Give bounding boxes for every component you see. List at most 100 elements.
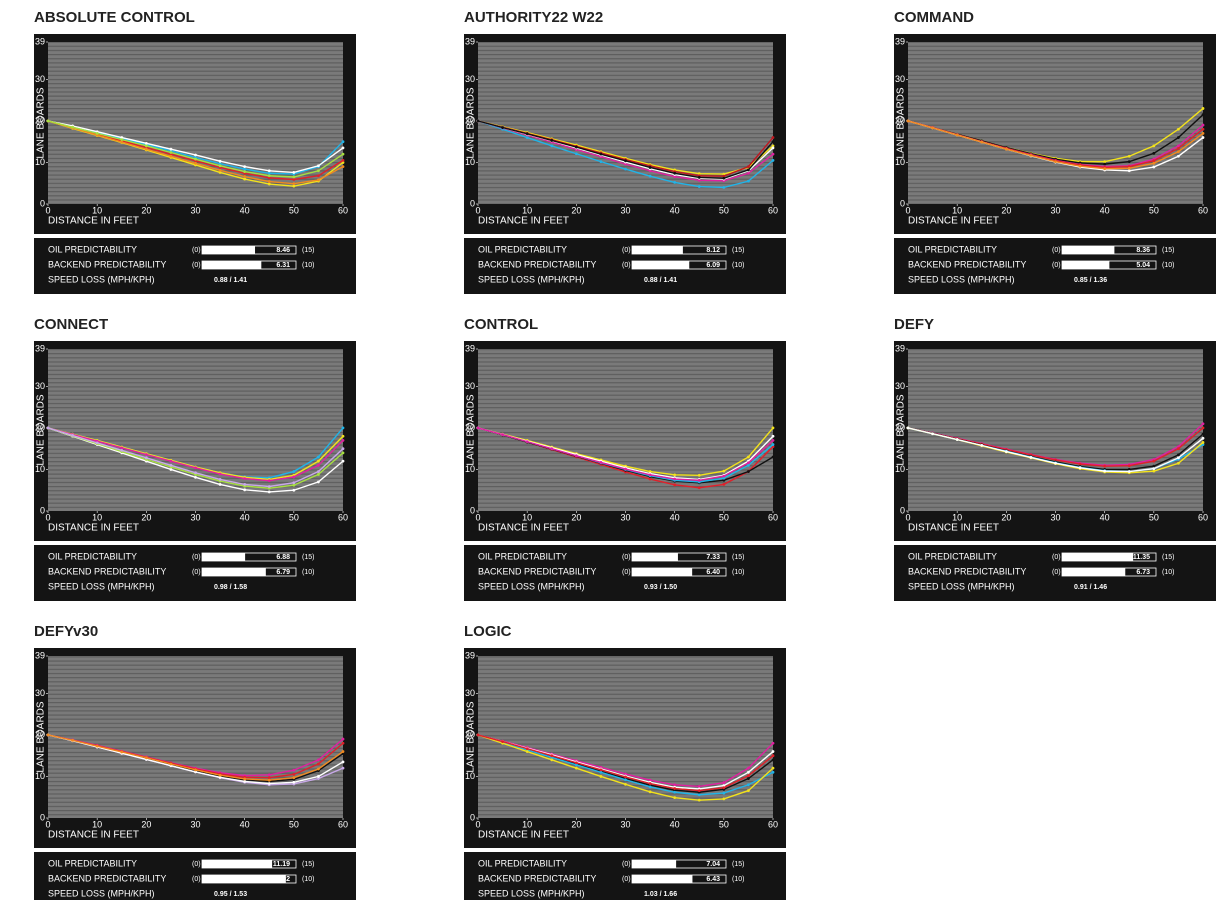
y-tick-label: 0 xyxy=(40,505,45,515)
data-point xyxy=(599,461,603,464)
y-tick-label: 20 xyxy=(465,115,475,125)
x-tick-label: 0 xyxy=(45,819,50,829)
data-point xyxy=(771,750,775,753)
data-point xyxy=(747,774,750,778)
data-point xyxy=(1177,150,1180,154)
data-point xyxy=(1127,154,1131,158)
stat-value: 0.91 / 1.46 xyxy=(1074,584,1107,591)
stat-min: (0) xyxy=(192,876,201,883)
x-tick-label: 20 xyxy=(141,205,151,215)
data-point xyxy=(317,174,320,178)
y-tick-label: 39 xyxy=(895,343,905,353)
stats-box xyxy=(34,852,356,900)
chart-title: CONNECT xyxy=(34,316,108,333)
plot-area xyxy=(478,349,773,511)
stat-label: SPEED LOSS (MPH/KPH) xyxy=(908,581,1015,591)
data-point xyxy=(218,478,222,481)
data-point xyxy=(144,141,148,145)
data-point xyxy=(317,758,320,762)
data-point xyxy=(243,488,247,492)
x-tick-label: 10 xyxy=(92,819,102,829)
stat-value: 1.03 / 1.66 xyxy=(644,891,677,898)
stat-label: OIL PREDICTABILITY xyxy=(478,551,567,561)
y-tick-label: 30 xyxy=(465,74,475,84)
data-point xyxy=(169,151,173,154)
x-tick-label: 50 xyxy=(719,205,729,215)
data-point xyxy=(292,772,296,776)
data-point xyxy=(476,733,480,737)
y-tick-label: 20 xyxy=(465,422,475,432)
data-point xyxy=(1103,160,1107,164)
stat-value: 0.88 / 1.41 xyxy=(214,277,247,284)
stat-min: (0) xyxy=(1052,569,1061,576)
data-point xyxy=(341,165,345,169)
stat-bar xyxy=(202,568,266,576)
data-point xyxy=(673,796,677,800)
data-point xyxy=(1127,169,1131,173)
data-point xyxy=(218,162,222,166)
data-point xyxy=(673,171,677,175)
y-tick-label: 0 xyxy=(900,198,905,208)
y-axis-label: LANE BOARDS xyxy=(466,394,477,465)
data-point xyxy=(1201,123,1205,127)
data-point xyxy=(95,744,99,748)
data-point xyxy=(599,770,603,774)
stat-min: (0) xyxy=(622,247,631,254)
x-axis-label: DISTANCE IN FEET xyxy=(48,216,139,227)
data-point xyxy=(1054,458,1057,462)
data-point xyxy=(292,470,296,473)
stat-label: OIL PREDICTABILITY xyxy=(48,551,137,561)
data-point xyxy=(771,766,775,770)
stat-max: (15) xyxy=(1162,247,1174,254)
y-tick-label: 39 xyxy=(895,36,905,46)
data-point xyxy=(722,483,726,486)
stat-value: 11.35 xyxy=(1133,554,1150,561)
data-point xyxy=(624,772,627,776)
data-point xyxy=(550,754,554,758)
x-tick-label: 40 xyxy=(670,205,680,215)
data-point xyxy=(341,447,345,451)
data-point xyxy=(144,144,148,148)
data-point xyxy=(194,153,197,157)
data-point xyxy=(525,136,529,139)
stat-label: OIL PREDICTABILITY xyxy=(908,551,997,561)
stat-min: (0) xyxy=(1052,554,1061,561)
x-tick-label: 60 xyxy=(768,205,778,215)
data-point xyxy=(341,438,345,442)
y-axis-label: LANE BOARDS xyxy=(36,87,47,158)
y-tick-label: 30 xyxy=(35,381,45,391)
data-point xyxy=(218,775,222,779)
data-point xyxy=(476,119,480,123)
data-point xyxy=(71,125,74,129)
stat-max: (15) xyxy=(732,861,744,868)
data-point xyxy=(1054,160,1057,164)
data-point xyxy=(341,737,345,741)
stats-box xyxy=(464,852,786,900)
stat-label: SPEED LOSS (MPH/KPH) xyxy=(48,888,155,898)
data-point xyxy=(194,466,197,470)
stats-box xyxy=(894,238,1216,294)
stat-min: (0) xyxy=(622,876,631,883)
data-point xyxy=(747,777,750,780)
y-tick-label: 30 xyxy=(895,381,905,391)
stat-value: 6.73 xyxy=(1136,569,1150,576)
stat-max: (15) xyxy=(302,247,314,254)
data-point xyxy=(1177,461,1180,465)
data-point xyxy=(648,778,652,782)
y-tick-label: 20 xyxy=(465,729,475,739)
x-tick-label: 0 xyxy=(905,512,910,522)
data-point xyxy=(267,169,271,173)
data-point xyxy=(722,469,726,473)
x-tick-label: 20 xyxy=(571,819,581,829)
data-point xyxy=(1201,426,1205,430)
chart-title: DEFY xyxy=(894,316,934,333)
x-axis-label: DISTANCE IN FEET xyxy=(908,523,999,534)
x-axis-label: DISTANCE IN FEET xyxy=(48,830,139,841)
data-point xyxy=(648,174,652,178)
data-point xyxy=(1177,447,1180,451)
data-point xyxy=(624,467,627,471)
data-point xyxy=(1103,162,1107,166)
data-point xyxy=(218,171,222,174)
data-point xyxy=(218,483,222,486)
data-point xyxy=(292,483,296,487)
